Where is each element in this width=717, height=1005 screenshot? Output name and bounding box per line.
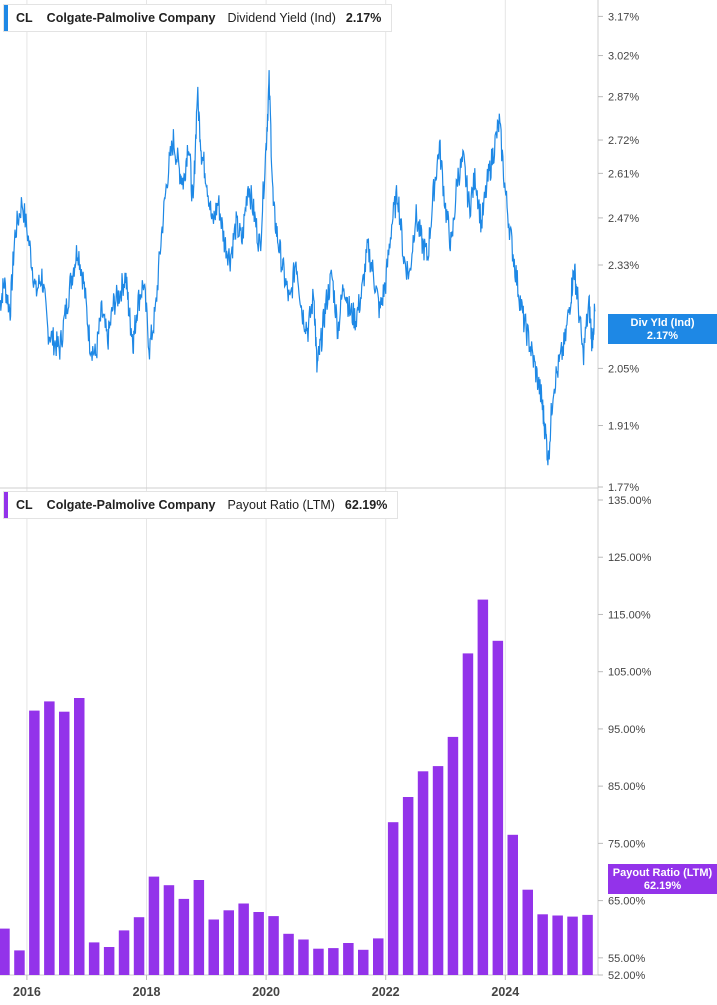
yield-tick-label: 2.47%: [608, 213, 639, 225]
top-company: Colgate-Palmolive Company: [46, 11, 216, 25]
payout-bar: [447, 736, 459, 975]
payout-bar: [328, 948, 339, 975]
payout-bar: [417, 771, 429, 975]
payout-bar: [373, 938, 384, 975]
payout-bar: [298, 939, 309, 975]
payout-tick-label: 115.00%: [608, 609, 651, 621]
yield-tick-label: 2.87%: [608, 92, 639, 104]
yield-tick-label: 3.02%: [608, 51, 639, 63]
payout-value-tag: Payout Ratio (LTM) 62.19%: [608, 864, 717, 894]
yield-swatch: [4, 5, 8, 31]
axes: 3.17% 3.02% 2.87% 2.72% 2.61% 2.47% 2.33% 2.05%…: [13, 11, 652, 999]
top-last-value: 2.17%: [345, 11, 382, 25]
yield-tick-label: 2.05%: [608, 363, 639, 375]
dividend-yield-line: [0, 70, 596, 466]
payout-tick-label: 135.00%: [608, 495, 652, 507]
payout-bar: [582, 914, 593, 975]
payout-bar: [283, 933, 294, 975]
yield-tick-label: 2.72%: [608, 135, 639, 147]
yield-tick-label: 2.33%: [608, 260, 639, 272]
bottom-legend[interactable]: CL Colgate-Palmolive Company Payout Rati…: [3, 491, 399, 519]
payout-bar: [59, 711, 70, 975]
payout-bar: [148, 876, 160, 975]
year-tick-label: 2020: [252, 985, 280, 999]
payout-bar: [29, 710, 40, 975]
top-legend[interactable]: CL Colgate-Palmolive Company Dividend Yi…: [3, 4, 393, 32]
yield-value-tag: Div Yld (Ind) 2.17%: [608, 314, 717, 344]
bottom-ticker: CL: [16, 498, 33, 512]
payout-bar: [313, 948, 324, 975]
payout-bar: [387, 822, 399, 975]
payout-swatch: [4, 492, 8, 518]
payout-bar: [343, 943, 354, 975]
payout-bar: [103, 947, 115, 975]
payout-tick-label: 85.00%: [608, 781, 646, 793]
payout-bar: [552, 915, 563, 975]
bottom-metric: Payout Ratio (LTM): [227, 498, 335, 512]
yield-tick-label: 1.77%: [608, 482, 639, 494]
year-tick-label: 2022: [372, 985, 400, 999]
payout-tick-label: 95.00%: [608, 724, 646, 736]
payout-bar: [358, 949, 369, 975]
payout-bar: [477, 599, 489, 975]
payout-bar: [432, 766, 444, 975]
payout-tick-label: 105.00%: [608, 667, 652, 679]
yield-tick-label: 2.61%: [608, 168, 639, 180]
payout-bar: [14, 950, 25, 975]
payout-bar: [253, 912, 264, 975]
year-tick-label: 2018: [133, 985, 161, 999]
payout-tick-label: 75.00%: [608, 838, 646, 850]
payout-bar: [178, 898, 190, 975]
top-ticker: CL: [16, 11, 33, 25]
yield-tag-label: Div Yld (Ind): [630, 317, 695, 329]
payout-bar: [492, 640, 504, 975]
payout-bar: [537, 914, 548, 975]
payout-bar: [163, 885, 175, 975]
payout-bar: [507, 834, 518, 975]
payout-bar: [462, 653, 474, 975]
payout-bar: [402, 797, 414, 975]
payout-bar: [88, 942, 100, 975]
payout-tag-label: Payout Ratio (LTM): [612, 867, 713, 879]
year-tick-label: 2024: [491, 985, 519, 999]
bottom-last-value: 62.19%: [344, 498, 388, 512]
year-tick-label: 2016: [13, 985, 41, 999]
payout-bar: [133, 917, 145, 975]
payout-tick-label: 55.00%: [608, 953, 646, 965]
payout-bar: [208, 919, 219, 975]
payout-bar: [44, 701, 55, 975]
payout-bars: [0, 599, 593, 975]
payout-tick-label: 65.00%: [608, 896, 646, 908]
bottom-company: Colgate-Palmolive Company: [46, 498, 216, 512]
payout-bar: [268, 916, 279, 975]
payout-bar: [238, 903, 249, 975]
yield-tag-value: 2.17%: [646, 330, 679, 342]
payout-bar: [118, 930, 130, 975]
payout-bar: [522, 889, 533, 975]
top-metric: Dividend Yield (Ind): [227, 11, 336, 25]
yield-tick-label: 1.91%: [608, 421, 639, 433]
payout-bar: [0, 928, 10, 975]
payout-bar: [193, 880, 205, 975]
payout-bar: [74, 698, 85, 975]
payout-tag-value: 62.19%: [643, 880, 682, 892]
payout-bar: [567, 916, 578, 975]
payout-tick-label: 125.00%: [608, 552, 652, 564]
yield-tick-label: 3.17%: [608, 11, 639, 23]
payout-tick-label: 52.00%: [608, 970, 646, 982]
payout-bar: [223, 910, 234, 975]
